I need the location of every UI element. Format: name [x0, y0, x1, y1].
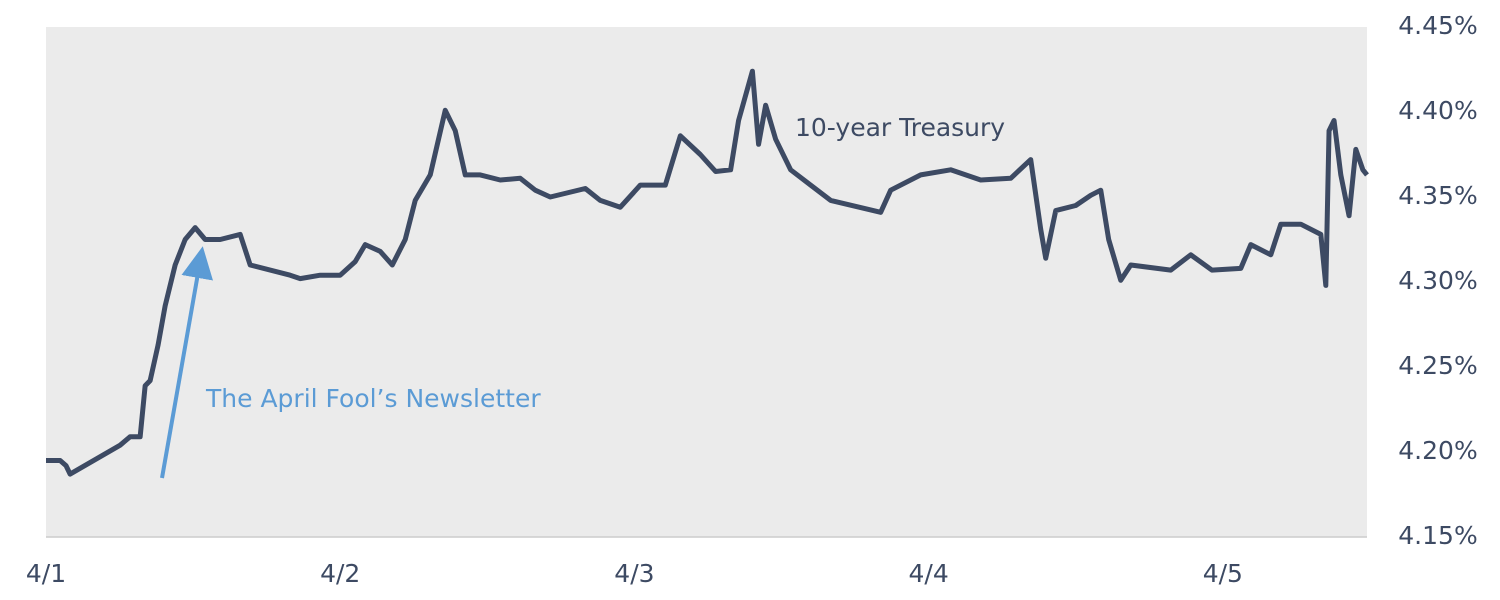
series-label: 10-year Treasury — [795, 113, 1005, 142]
annotation-arrow — [160, 246, 213, 479]
x-tick-label: 4/3 — [614, 559, 654, 588]
x-tick-label: 4/4 — [909, 559, 949, 588]
y-tick-label: 4.35% — [1398, 181, 1477, 210]
y-tick-label: 4.40% — [1398, 96, 1477, 125]
y-tick-label: 4.20% — [1398, 436, 1477, 465]
x-tick-label: 4/5 — [1203, 559, 1243, 588]
y-tick-label: 4.45% — [1398, 11, 1477, 40]
y-tick-label: 4.25% — [1398, 351, 1477, 380]
y-tick-label: 4.30% — [1398, 266, 1477, 295]
x-tick-label: 4/2 — [320, 559, 360, 588]
x-tick-label: 4/1 — [26, 559, 66, 588]
plot-area — [46, 27, 1367, 537]
y-tick-label: 4.15% — [1398, 521, 1477, 550]
annotation: The April Fool’s Newsletter — [205, 384, 541, 413]
line-series — [46, 68, 1369, 477]
